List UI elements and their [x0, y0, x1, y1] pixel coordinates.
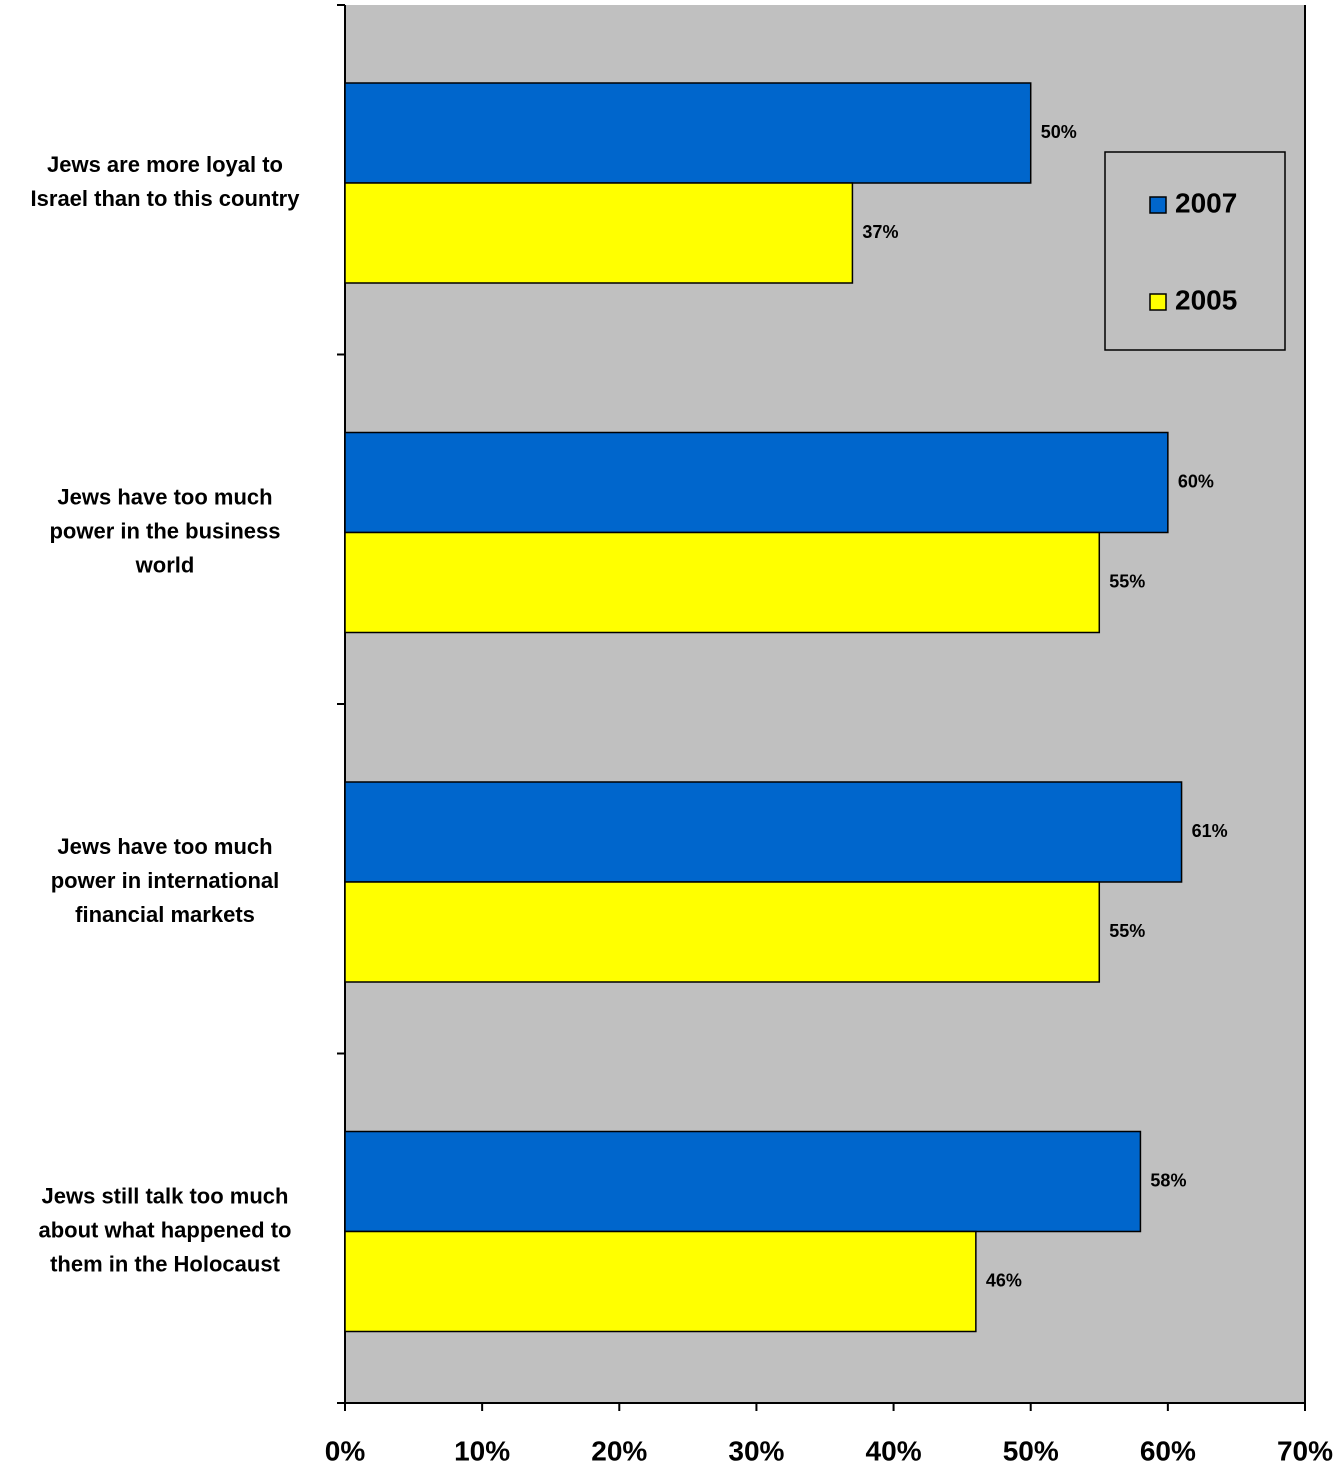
value-label: 55% — [1109, 571, 1145, 591]
category-label: Jews have too much — [57, 484, 272, 509]
value-label: 37% — [862, 222, 898, 242]
bar — [344, 781, 1183, 883]
category-label: them in the Holocaust — [50, 1251, 280, 1276]
value-label: 50% — [1041, 122, 1077, 142]
x-tick-label: 30% — [728, 1435, 784, 1466]
bar — [344, 881, 1101, 983]
category-label: world — [135, 552, 195, 577]
value-label: 58% — [1150, 1170, 1186, 1190]
category-label: Jews are more loyal to — [47, 152, 283, 177]
x-tick-label: 20% — [591, 1435, 647, 1466]
value-label: 55% — [1109, 921, 1145, 941]
x-tick-label: 10% — [454, 1435, 510, 1466]
category-label: Jews still talk too much — [42, 1183, 289, 1208]
category-label: financial markets — [75, 902, 255, 927]
bar — [344, 431, 1169, 534]
bar — [344, 531, 1101, 634]
value-label: 61% — [1192, 821, 1228, 841]
category-label: power in international — [51, 868, 280, 893]
category-label: power in the business — [49, 518, 280, 543]
category-label: Israel than to this country — [31, 186, 301, 211]
legend-swatch — [1149, 293, 1167, 311]
bar — [344, 1230, 977, 1333]
x-tick-label: 40% — [866, 1435, 922, 1466]
value-label: 60% — [1178, 471, 1214, 491]
bar — [344, 1130, 1142, 1233]
bar — [344, 82, 1032, 184]
x-tick-label: 0% — [325, 1435, 366, 1466]
legend-label: 2007 — [1175, 187, 1237, 218]
legend-swatch — [1149, 196, 1167, 214]
value-label: 46% — [986, 1270, 1022, 1290]
category-label: Jews have too much — [57, 834, 272, 859]
legend-box — [1104, 151, 1286, 351]
x-tick-label: 60% — [1140, 1435, 1196, 1466]
category-label: about what happened to — [39, 1217, 292, 1242]
x-tick-label: 70% — [1277, 1435, 1333, 1466]
x-tick-label: 50% — [1003, 1435, 1059, 1466]
bar — [344, 182, 854, 284]
legend-label: 2005 — [1175, 284, 1237, 315]
